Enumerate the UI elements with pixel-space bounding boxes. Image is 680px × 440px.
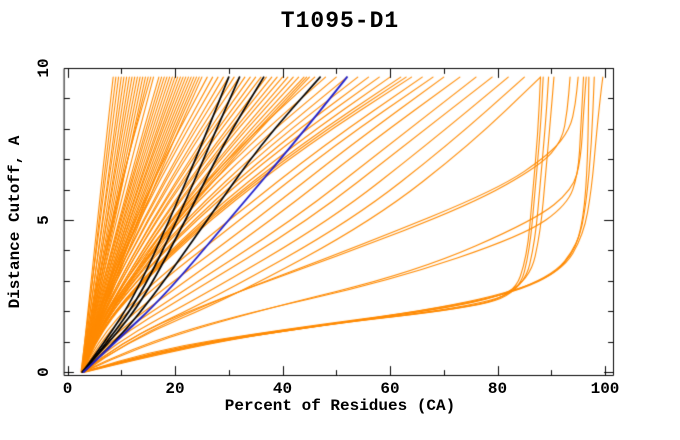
chart-title: T1095-D1 (280, 8, 400, 34)
x-tick-label: 0 (62, 380, 73, 398)
y-axis-label: Distance Cutoff, A (6, 135, 24, 309)
x-tick-label: 100 (590, 380, 620, 398)
x-tick-label: 60 (380, 380, 400, 398)
x-tick-label: 80 (487, 380, 508, 398)
y-tick-label: 0 (35, 367, 53, 377)
x-tick-label: 40 (272, 380, 293, 398)
y-tick-label: 10 (35, 58, 53, 78)
x-axis-label: Percent of Residues (CA) (224, 397, 456, 415)
x-tick-label: 20 (165, 380, 185, 398)
y-tick-label: 5 (35, 215, 53, 225)
